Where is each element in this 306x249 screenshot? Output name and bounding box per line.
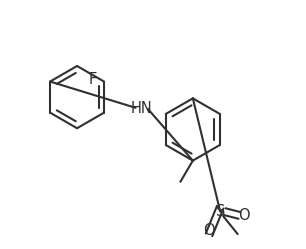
Text: F: F bbox=[89, 71, 97, 87]
Text: HN: HN bbox=[131, 101, 153, 116]
Text: O: O bbox=[203, 223, 215, 238]
Text: S: S bbox=[215, 204, 225, 219]
Text: O: O bbox=[238, 208, 250, 223]
